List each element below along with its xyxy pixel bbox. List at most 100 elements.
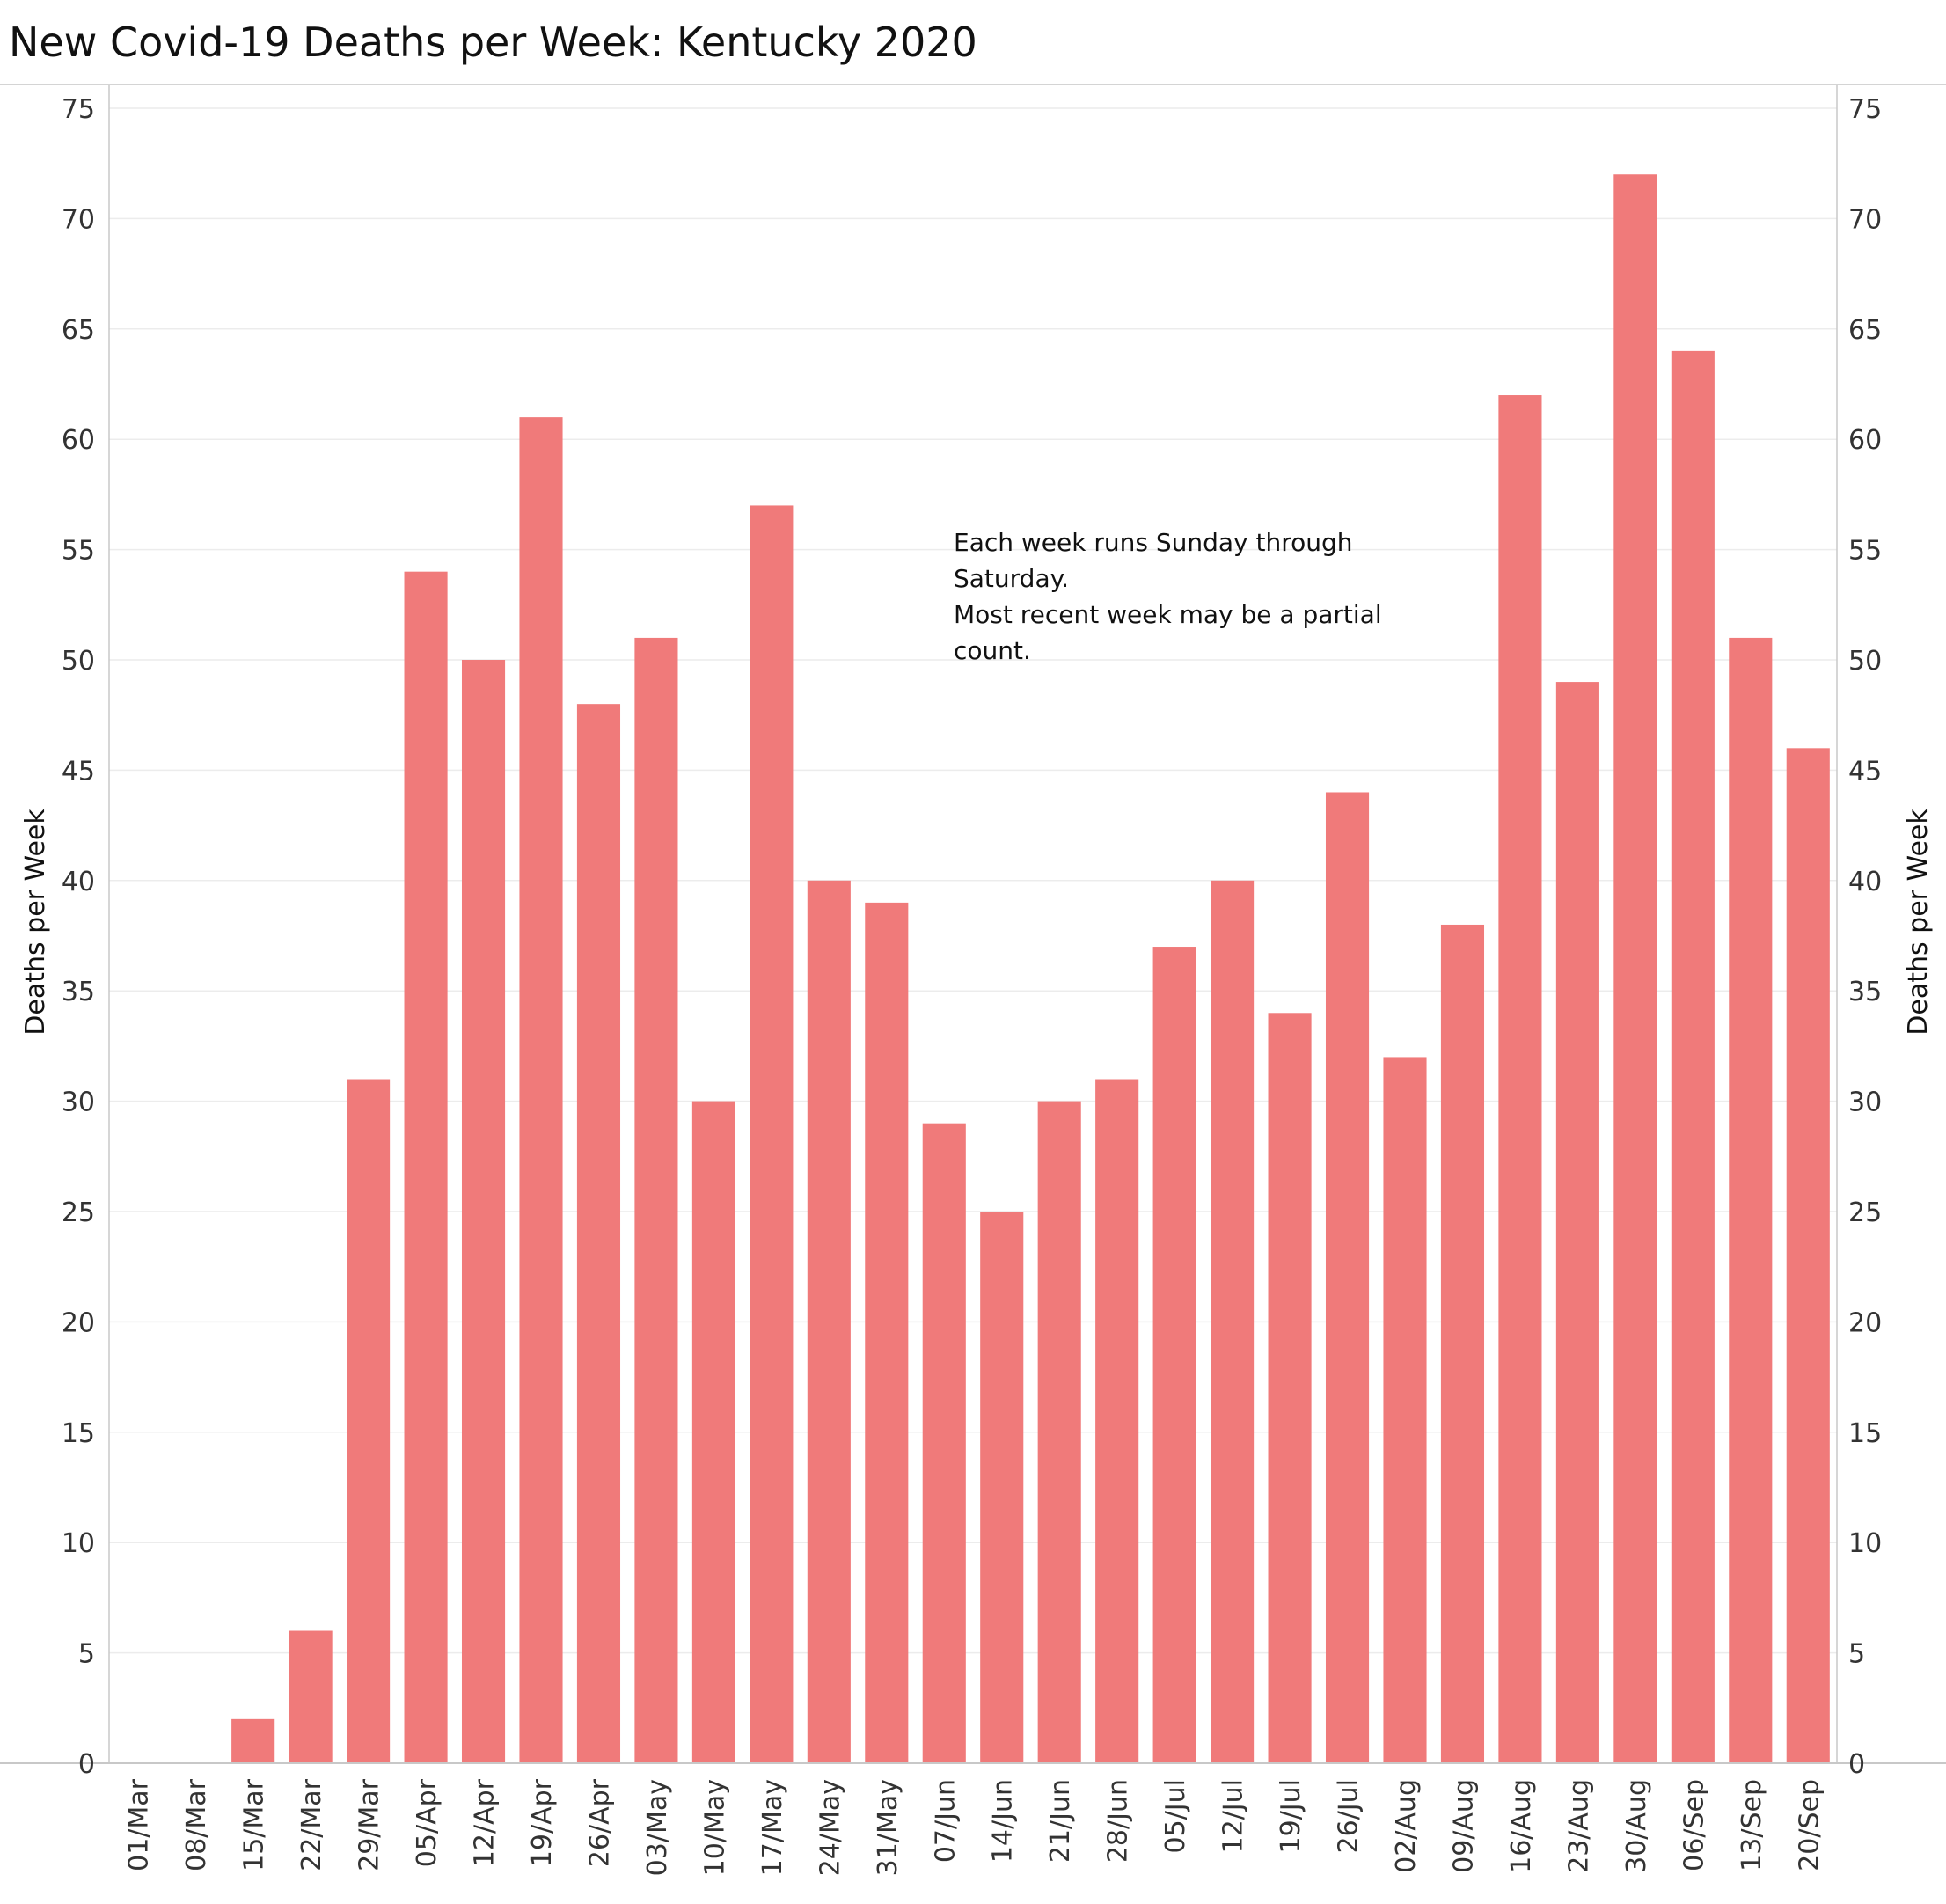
x-tick-label: 12/Apr — [470, 1778, 501, 1867]
x-tick-label: 21/Jun — [1045, 1779, 1076, 1863]
y-tick-label: 0 — [78, 1749, 95, 1780]
bar — [1613, 174, 1657, 1764]
x-tick-label: 17/May — [757, 1779, 788, 1876]
y-tick-label: 65 — [62, 315, 95, 346]
bar — [865, 902, 909, 1763]
y-tick-label: 50 — [62, 646, 95, 677]
x-tick-label: 16/Aug — [1506, 1779, 1537, 1873]
x-tick-label: 12/Jul — [1218, 1779, 1249, 1853]
y-tick-label: 60 — [62, 425, 95, 456]
bars — [231, 174, 1830, 1764]
x-tick-label: 20/Sep — [1794, 1779, 1825, 1871]
bar — [289, 1630, 333, 1763]
bar — [1268, 1013, 1312, 1763]
y-tick-label: 40 — [1848, 867, 1882, 897]
y-tick-label: 20 — [62, 1307, 95, 1338]
annotation-line: Saturday. — [954, 564, 1070, 593]
bar — [1095, 1079, 1139, 1763]
bar — [461, 660, 506, 1763]
x-tick-label: 05/Jul — [1160, 1779, 1191, 1853]
y-tick-label: 45 — [1848, 756, 1882, 787]
bar — [1152, 947, 1196, 1763]
x-tick-label: 03/May — [642, 1779, 673, 1876]
right-y-axis-ticks: 0 5 10 15 20 25 30 35 40 45 50 55 60 65 70 75 — [1848, 94, 1882, 1780]
bar — [519, 417, 563, 1763]
y-tick-label: 55 — [62, 536, 95, 567]
left-y-axis-ticks: 0 5 10 15 20 25 30 35 40 45 50 55 60 65 70 75 — [62, 94, 95, 1780]
bar — [231, 1718, 275, 1763]
bar — [1325, 792, 1370, 1763]
x-tick-label: 02/Aug — [1391, 1779, 1422, 1873]
x-tick-label: 19/Apr — [527, 1778, 558, 1867]
x-tick-label: 19/Jul — [1276, 1779, 1306, 1853]
annotation-line: Each week runs Sunday through — [954, 528, 1353, 557]
bar — [1498, 395, 1542, 1763]
x-tick-label: 13/Sep — [1737, 1779, 1767, 1871]
bar — [1671, 350, 1715, 1763]
y-tick-label: 70 — [1848, 204, 1882, 235]
x-tick-label: 29/Mar — [355, 1778, 385, 1871]
gridlines — [109, 107, 1837, 1654]
x-tick-label: 28/Jun — [1103, 1779, 1134, 1863]
y-tick-label: 10 — [1848, 1528, 1882, 1559]
x-tick-label: 14/Jun — [988, 1779, 1019, 1863]
bar — [750, 505, 794, 1764]
axes — [0, 84, 1946, 1764]
annotation-line: count. — [954, 636, 1031, 665]
y-tick-label: 75 — [1848, 94, 1882, 125]
y-tick-label: 5 — [78, 1639, 95, 1670]
bar — [1786, 748, 1830, 1763]
y-tick-label: 10 — [62, 1528, 95, 1559]
x-axis-ticks: 01/Mar 08/Mar 15/Mar 22/Mar 29/Mar 05/Apr 12/A… — [124, 1778, 1825, 1876]
y-tick-label: 40 — [62, 867, 95, 897]
right-y-axis-title: Deaths per Week — [1903, 809, 1934, 1036]
y-tick-label: 20 — [1848, 1307, 1882, 1338]
left-y-axis-title: Deaths per Week — [20, 809, 51, 1036]
y-tick-label: 35 — [1848, 977, 1882, 1007]
y-tick-label: 70 — [62, 204, 95, 235]
y-tick-label: 75 — [62, 94, 95, 125]
bar — [1383, 1057, 1427, 1763]
y-tick-label: 45 — [62, 756, 95, 787]
y-tick-label: 25 — [62, 1197, 95, 1228]
x-tick-label: 26/Apr — [584, 1778, 615, 1867]
x-tick-label: 09/Aug — [1448, 1779, 1479, 1873]
x-tick-label: 15/Mar — [239, 1778, 270, 1871]
y-tick-label: 0 — [1848, 1749, 1865, 1780]
x-tick-label: 08/Mar — [181, 1778, 212, 1871]
bar — [576, 704, 621, 1764]
y-tick-label: 50 — [1848, 646, 1882, 677]
x-tick-label: 30/Aug — [1621, 1779, 1652, 1873]
bar — [1729, 637, 1773, 1764]
bar — [634, 637, 678, 1764]
x-tick-label: 01/Mar — [124, 1778, 155, 1871]
y-tick-label: 30 — [1848, 1087, 1882, 1118]
x-tick-label: 23/Aug — [1563, 1779, 1594, 1873]
bar — [347, 1079, 391, 1763]
bar — [807, 880, 851, 1763]
y-tick-label: 65 — [1848, 315, 1882, 346]
annotation-note: Each week runs Sunday through Saturday. … — [954, 524, 1446, 669]
bar — [922, 1123, 966, 1763]
y-tick-label: 15 — [62, 1418, 95, 1449]
y-tick-label: 55 — [1848, 536, 1882, 567]
y-tick-label: 25 — [1848, 1197, 1882, 1228]
x-tick-label: 26/Jul — [1334, 1779, 1364, 1853]
x-tick-label: 06/Sep — [1679, 1779, 1709, 1871]
title-divider — [0, 84, 1946, 85]
x-tick-label: 22/Mar — [296, 1778, 327, 1871]
bar — [980, 1212, 1024, 1763]
y-tick-label: 15 — [1848, 1418, 1882, 1449]
x-tick-label: 05/Apr — [412, 1778, 443, 1867]
y-tick-label: 30 — [62, 1087, 95, 1118]
x-tick-label: 31/May — [873, 1779, 904, 1876]
bar — [1037, 1101, 1081, 1763]
x-tick-label: 24/May — [815, 1779, 845, 1876]
bar — [691, 1101, 735, 1763]
bar — [1211, 880, 1255, 1763]
y-tick-label: 35 — [62, 977, 95, 1007]
y-tick-label: 5 — [1848, 1639, 1865, 1670]
annotation-line: Most recent week may be a partial — [954, 600, 1382, 629]
bar — [1440, 924, 1485, 1763]
